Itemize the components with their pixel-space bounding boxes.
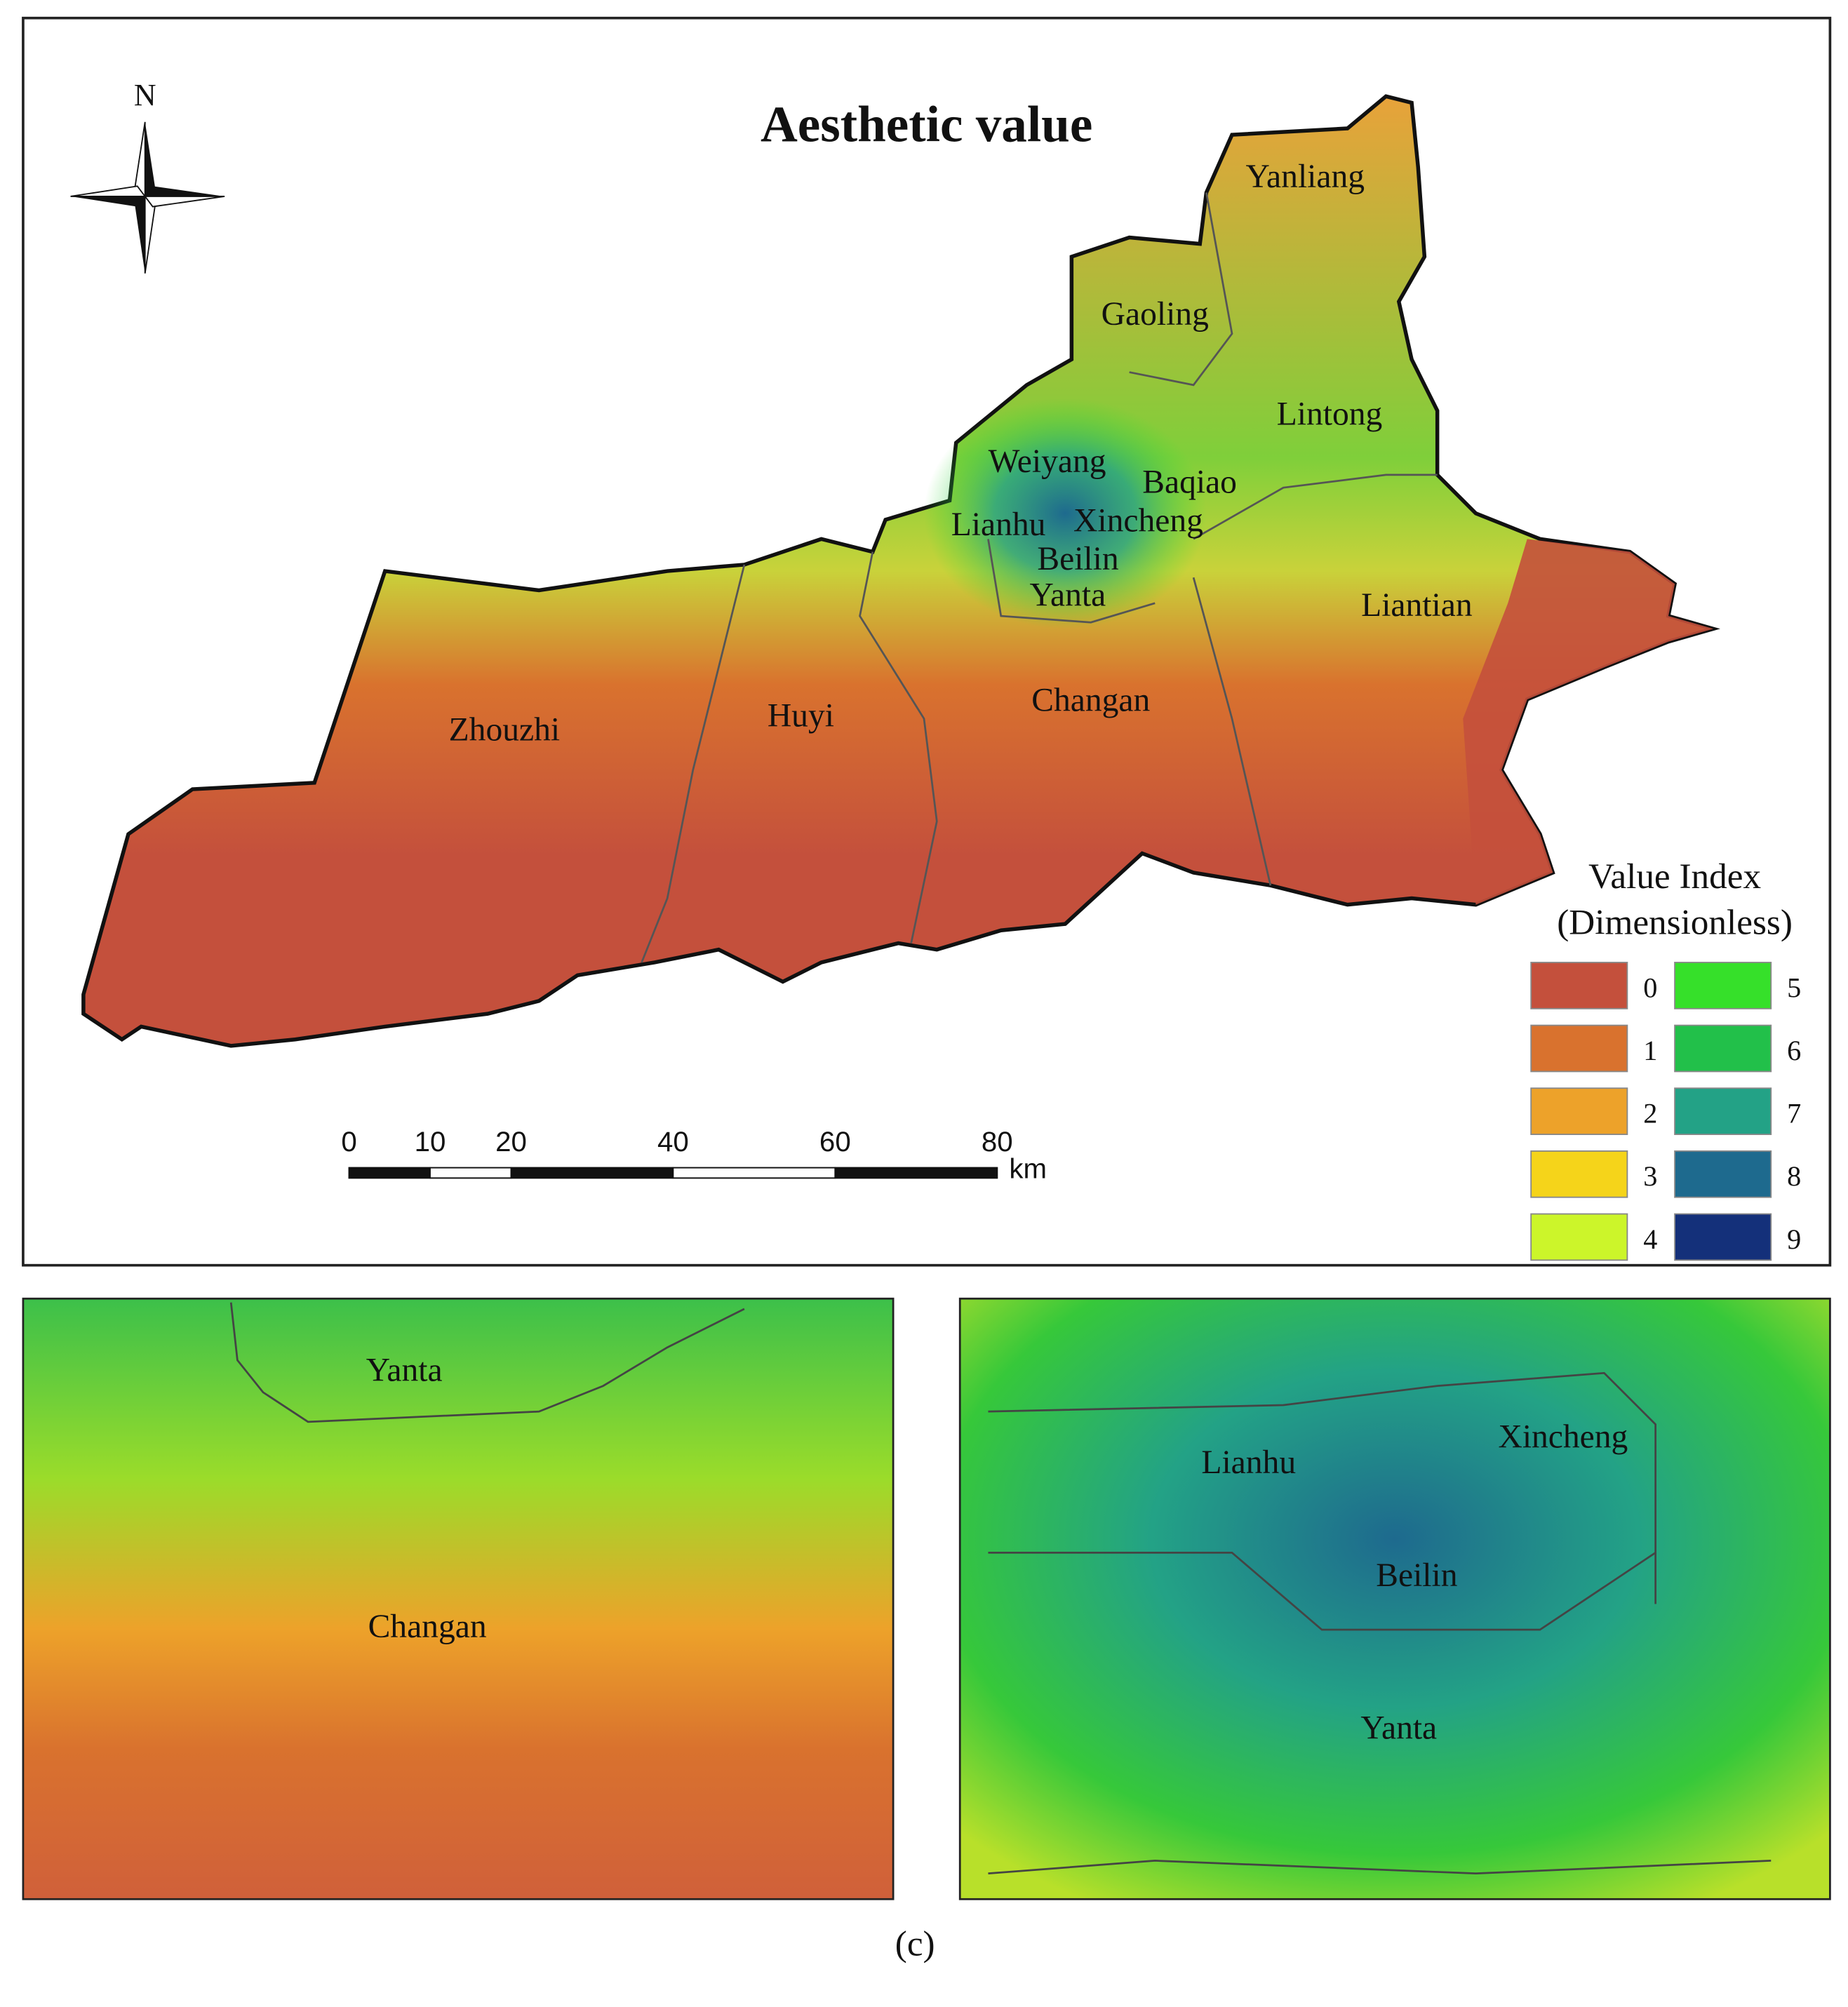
legend-label: 1 <box>1643 1035 1657 1066</box>
scale-tick-label: 60 <box>819 1126 851 1157</box>
district-label: Lintong <box>1277 396 1383 433</box>
legend-label: 9 <box>1787 1223 1801 1255</box>
inset-label: Changan <box>368 1609 487 1645</box>
legend-swatch <box>1674 1150 1772 1198</box>
district-label: Baqiao <box>1142 464 1237 500</box>
legend-label: 5 <box>1787 972 1801 1003</box>
north-label: N <box>134 79 156 112</box>
scale-tick-label: 10 <box>415 1126 446 1157</box>
district-label: Changan <box>1031 682 1150 718</box>
legend-label: 4 <box>1643 1223 1657 1255</box>
main-frame <box>22 16 1832 1267</box>
city-core <box>924 398 1207 629</box>
scale-tick-label: 20 <box>495 1126 527 1157</box>
inset-left <box>22 1297 895 1900</box>
region <box>81 94 1720 1048</box>
legend-label: 2 <box>1643 1098 1657 1129</box>
region-east <box>1463 539 1713 905</box>
inset-right <box>958 1297 1831 1900</box>
legend-swatch <box>1530 1087 1628 1135</box>
inset-label: Lianhu <box>1201 1444 1296 1481</box>
legend-label: 0 <box>1643 972 1657 1003</box>
legend-swatch <box>1674 962 1772 1009</box>
legend-swatch <box>1674 1024 1772 1073</box>
scale-tick-label: 80 <box>982 1126 1013 1157</box>
legend-swatch <box>1530 1213 1628 1261</box>
legend-label: 3 <box>1643 1160 1657 1192</box>
inset-label: Beilin <box>1376 1557 1457 1594</box>
district-label: Zhouzhi <box>449 712 560 749</box>
scale-bar-segment <box>429 1167 512 1179</box>
scale-unit: km <box>1009 1153 1047 1184</box>
legend-title: (Dimensionless) <box>1557 903 1793 943</box>
district-label: Beilin <box>1037 541 1118 577</box>
north-arrow <box>70 121 225 274</box>
legend-swatch <box>1674 1213 1772 1261</box>
legend-swatch <box>1530 1024 1628 1073</box>
inset-label: Yanta <box>1360 1710 1437 1747</box>
inset-label: Yanta <box>366 1352 443 1388</box>
legend-title: Value Index <box>1588 857 1761 897</box>
legend-swatch <box>1530 1150 1628 1198</box>
district-label: Xincheng <box>1073 502 1203 539</box>
scale-tick-label: 40 <box>657 1126 689 1157</box>
map-title: Aesthetic value <box>761 95 1092 152</box>
scale-tick-label: 0 <box>341 1126 356 1157</box>
district-label: Yanta <box>1029 577 1106 613</box>
scale-bar-segment <box>510 1167 674 1179</box>
district-label: Yanliang <box>1245 159 1365 195</box>
legend-swatch <box>1674 1087 1772 1135</box>
figure-caption: (c) <box>895 1924 935 1964</box>
scale-bar-segment <box>348 1167 431 1179</box>
district-label: Huyi <box>768 697 834 734</box>
scale-bar-segment <box>672 1167 836 1179</box>
inset-boundaries <box>229 1302 1772 1875</box>
scale-bar-segment <box>834 1167 998 1179</box>
legend-label: 6 <box>1787 1035 1801 1066</box>
district-label: Gaoling <box>1102 296 1209 333</box>
legend-label: 7 <box>1787 1098 1801 1129</box>
district-boundaries <box>641 192 1438 963</box>
district-label: Lianhu <box>951 506 1046 543</box>
legend-swatch <box>1530 962 1628 1009</box>
district-label: Liantian <box>1361 587 1473 624</box>
inset-label: Xincheng <box>1498 1418 1628 1455</box>
district-label: Weiyang <box>989 443 1106 480</box>
legend-label: 8 <box>1787 1160 1801 1192</box>
